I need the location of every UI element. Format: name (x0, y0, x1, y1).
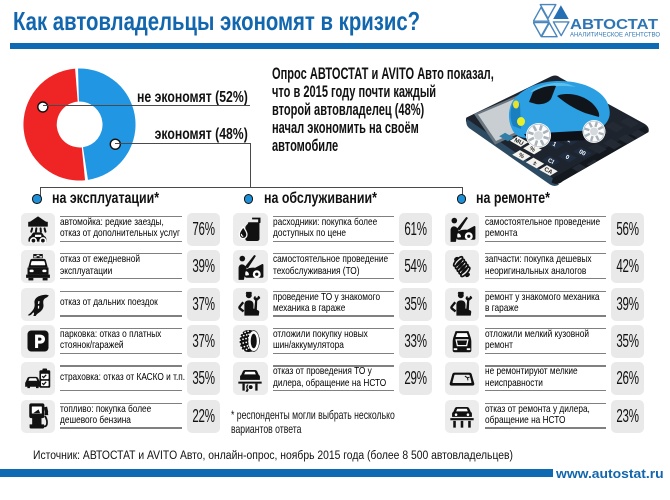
svg-text:0: 0 (564, 154, 570, 161)
svg-text:1: 1 (551, 141, 557, 148)
svg-text:%: % (528, 146, 536, 154)
svg-text:АНАЛИТИЧЕСКОЕ АГЕНТСТВО: АНАЛИТИЧЕСКОЕ АГЕНТСТВО (570, 33, 660, 39)
svg-text:00: 00 (578, 149, 587, 158)
svg-text:%: % (517, 152, 525, 160)
svg-text:АВТОСТАТ: АВТОСТАТ (570, 17, 658, 33)
svg-text:MU: MU (513, 138, 524, 148)
svg-text:±: ± (532, 160, 538, 167)
svg-text:Cl: Cl (546, 158, 554, 166)
svg-text:CA: CA (543, 167, 554, 177)
svg-text:2: 2 (566, 137, 572, 144)
